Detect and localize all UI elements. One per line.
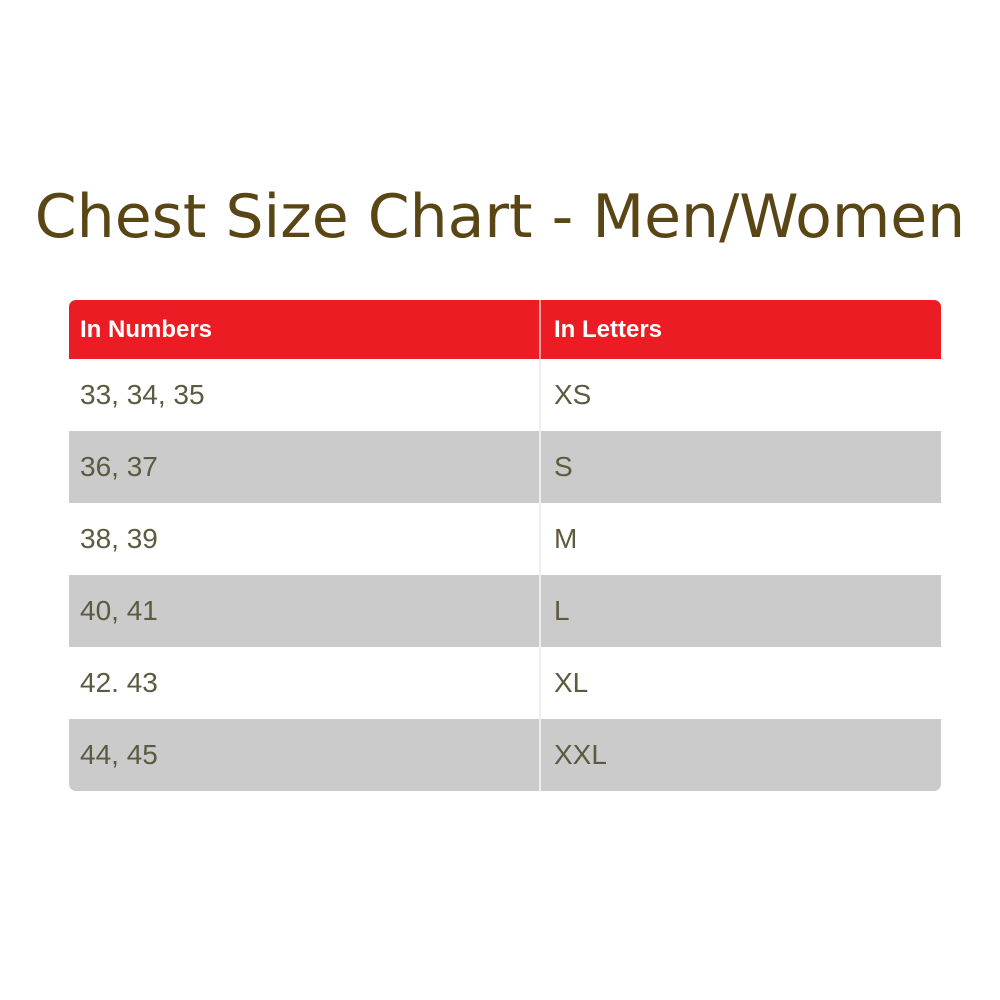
numbers-cell: 44, 45 [69, 719, 541, 791]
letters-cell: XS [554, 379, 592, 410]
numbers-cell: 40, 41 [69, 575, 541, 647]
table-row: 42. 43 XL [69, 647, 941, 719]
table-header: In Numbers In Letters [69, 300, 941, 359]
numbers-cell: 36, 37 [69, 431, 541, 503]
numbers-cell: 42. 43 [69, 647, 541, 719]
numbers-cell: 38, 39 [69, 503, 541, 575]
table-row: 38, 39 M [69, 503, 941, 575]
numbers-cell: 33, 34, 35 [69, 359, 541, 431]
header-in-letters: In Letters [554, 315, 663, 343]
letters-cell: M [554, 523, 578, 554]
table-row: 33, 34, 35 XS [69, 359, 941, 431]
size-table: In Numbers In Letters 33, 34, 35 XS 36, … [69, 300, 941, 791]
table-row: 36, 37 S [69, 431, 941, 503]
letters-cell: XL [554, 667, 589, 698]
letters-cell: L [554, 595, 570, 626]
table-row: 40, 41 L [69, 575, 941, 647]
letters-cell: XXL [554, 739, 607, 770]
letters-cell: S [554, 451, 573, 482]
header-in-numbers: In Numbers [69, 300, 541, 359]
table-row: 44, 45 XXL [69, 719, 941, 791]
page-title: Chest Size Chart - Men/Women [34, 182, 966, 252]
